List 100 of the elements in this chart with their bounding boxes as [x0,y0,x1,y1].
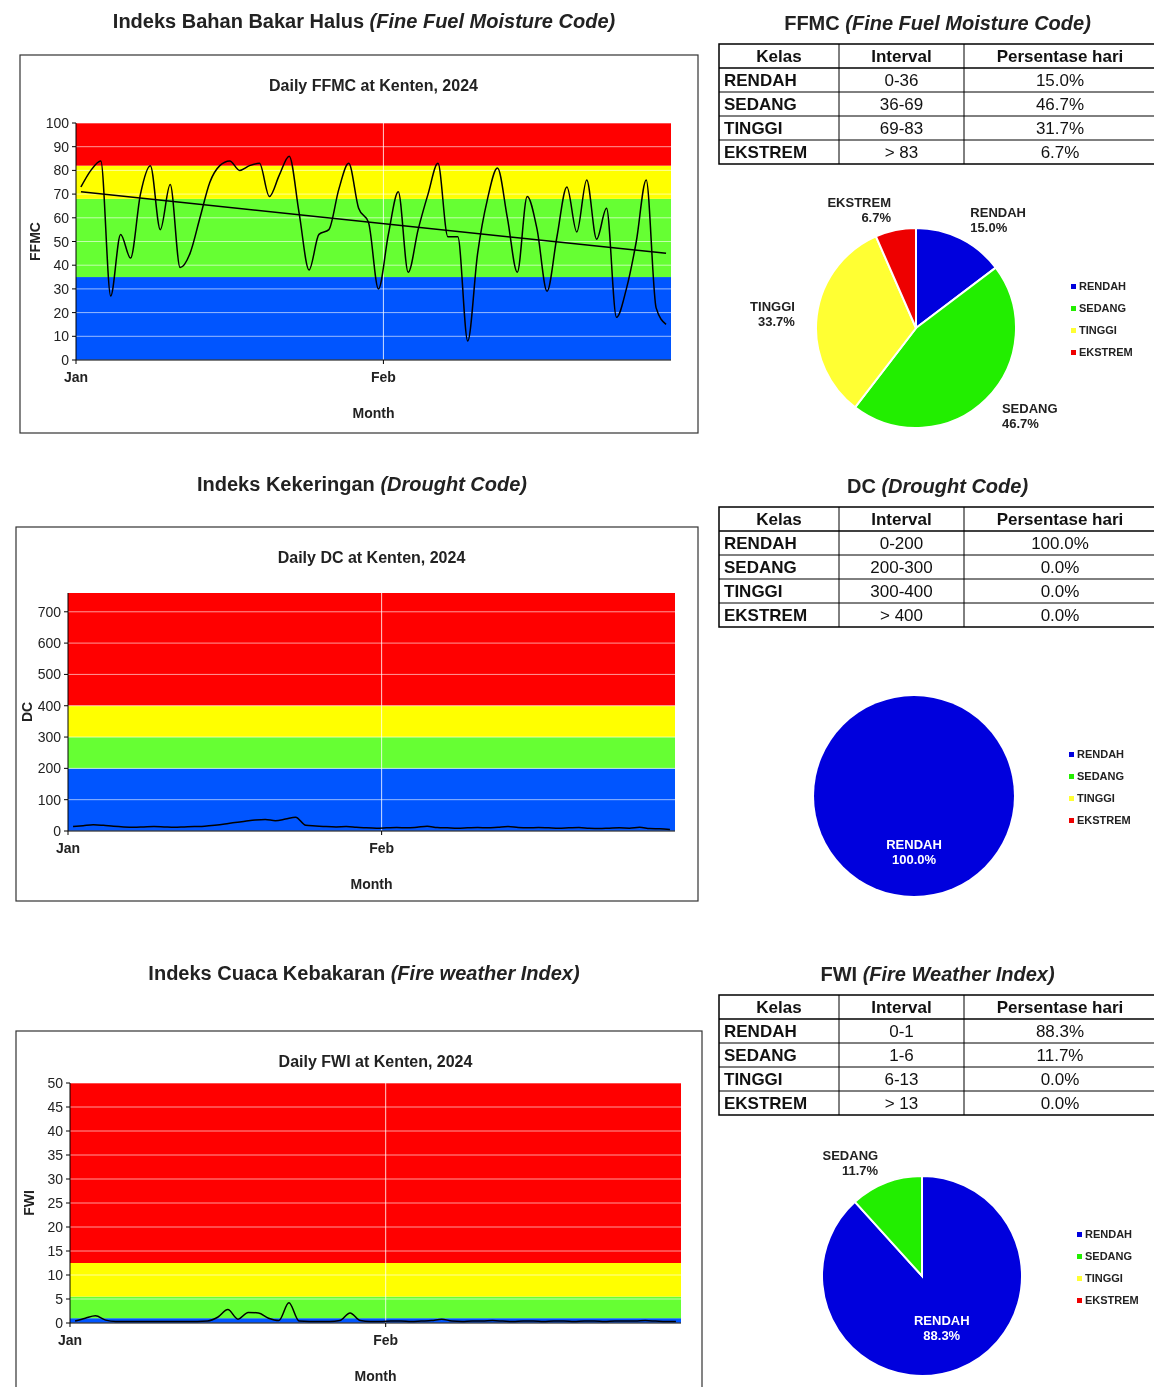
legend-label: EKSTREM [1085,1294,1139,1306]
text: EKSTREM [724,143,808,162]
slice-label: EKSTREM [827,194,892,210]
legend-label: TINGGI [1077,792,1115,804]
line-series [72,816,671,831]
y-tick-label: 30 [47,1171,64,1187]
text: 6.7% [1040,143,1080,162]
y-tick-label: 15 [47,1243,64,1259]
y-tick-label: 80 [53,162,70,179]
y-tick-label: 40 [47,1123,64,1139]
y-tick-label: 30 [53,280,70,297]
y-axis-title: DC [19,701,35,723]
y-tick-label: 600 [37,635,62,652]
chart-subtitle: Daily FWI at Kenten, 2024 [278,1053,473,1070]
text: Persentase hari [996,998,1124,1017]
text: 36-69 [879,95,924,114]
y-tick-label: 25 [47,1195,64,1211]
y-tick-label: 100 [45,115,70,131]
slice-label: RENDAH [886,837,942,852]
text: TINGGI [724,1070,783,1089]
y-tick-label: 0 [55,1315,64,1331]
x-tick-label: Feb [373,1332,399,1348]
y-tick-label: 500 [37,666,62,683]
text: 6-13 [884,1070,919,1089]
y-tick-label: 70 [53,186,70,203]
legend-label: TINGGI [1079,324,1117,336]
y-tick-label: 0 [53,823,62,839]
y-tick-label: 5 [55,1291,64,1307]
text: 0.0% [1040,558,1080,577]
text: 0.0% [1040,582,1080,601]
y-tick-label: 90 [53,138,70,155]
y-tick-label: 40 [53,257,70,274]
slice-label: SEDANG [822,1148,879,1164]
text: 100.0% [1031,534,1089,553]
y-tick-label: 10 [47,1267,64,1283]
y-tick-label: 200 [37,760,62,777]
legend-label: SEDANG [1085,1250,1133,1262]
data-label: 11.7% [842,1163,879,1179]
text: > 83 [884,143,919,162]
legend-label: RENDAH [1079,280,1127,292]
text: Kelas [756,510,802,529]
slice-label: RENDAH [913,1313,970,1329]
y-tick-label: 20 [47,1219,64,1235]
legend-label: RENDAH [1077,748,1125,760]
y-tick-label: 50 [47,1075,64,1091]
data-label: 6.7% [861,209,892,225]
text: FFMC (Fine Fuel Moisture Code) [784,12,1092,34]
text: 69-83 [879,119,924,138]
chart-subtitle: Daily DC at Kenten, 2024 [277,549,466,566]
text: RENDAH [724,534,797,553]
text: SEDANG [724,558,797,577]
line-series [80,155,667,342]
text: 0.0% [1040,606,1080,625]
text: Interval [871,998,932,1017]
chart-title: Indeks Bahan Bakar Halus (Fine Fuel Moisture Code) [112,10,616,32]
text: > 400 [879,606,924,625]
text: > 13 [884,1094,919,1113]
chart-title: Indeks Cuaca Kebakaran (Fire weather Index) [148,962,580,984]
text: Persentase hari [996,510,1124,529]
y-tick-label: 700 [37,603,62,620]
text: 0.0% [1040,1070,1080,1089]
x-tick-label: Feb [370,369,396,385]
pie-slice [821,1175,1023,1377]
y-tick-label: 400 [37,697,62,714]
text: TINGGI [724,119,783,138]
legend-label: SEDANG [1077,770,1125,782]
legend-label: EKSTREM [1079,346,1133,358]
data-label: 100.0% [891,852,937,867]
text: Interval [871,47,932,66]
text: 0-36 [884,71,919,90]
data-label: 88.3% [923,1328,961,1344]
slice-label: TINGGI [750,299,795,315]
text: 11.7% [1036,1046,1084,1065]
data-label: 15.0% [970,219,1008,235]
data-label: 33.7% [758,314,796,330]
text: 0-200 [879,534,924,553]
y-axis-title: FWI [21,1190,37,1216]
y-tick-label: 0 [61,352,70,368]
text: RENDAH [724,71,797,90]
text: Persentase hari [996,47,1124,66]
text: DC (Drought Code) [846,475,1029,497]
text: Interval [871,510,932,529]
text: SEDANG [724,95,797,114]
y-tick-label: 10 [53,328,70,345]
x-axis-title: Month [354,1368,397,1384]
y-tick-label: 35 [47,1147,64,1163]
text: RENDAH [724,1022,797,1041]
text: FWI (Fire Weather Index) [820,963,1055,985]
legend-label: SEDANG [1079,302,1127,314]
y-tick-label: 45 [47,1099,64,1115]
text: SEDANG [724,1046,797,1065]
chart-title: Indeks Kekeringan (Drought Code) [196,473,528,495]
x-tick-label: Jan [63,369,89,385]
y-axis-title: FFMC [27,222,43,261]
text: 200-300 [870,558,933,577]
text: 0-1 [889,1022,914,1041]
text: 1-6 [889,1046,914,1065]
y-tick-label: 300 [37,729,62,746]
y-tick-label: 100 [37,791,62,808]
text: 31.7% [1035,119,1085,138]
